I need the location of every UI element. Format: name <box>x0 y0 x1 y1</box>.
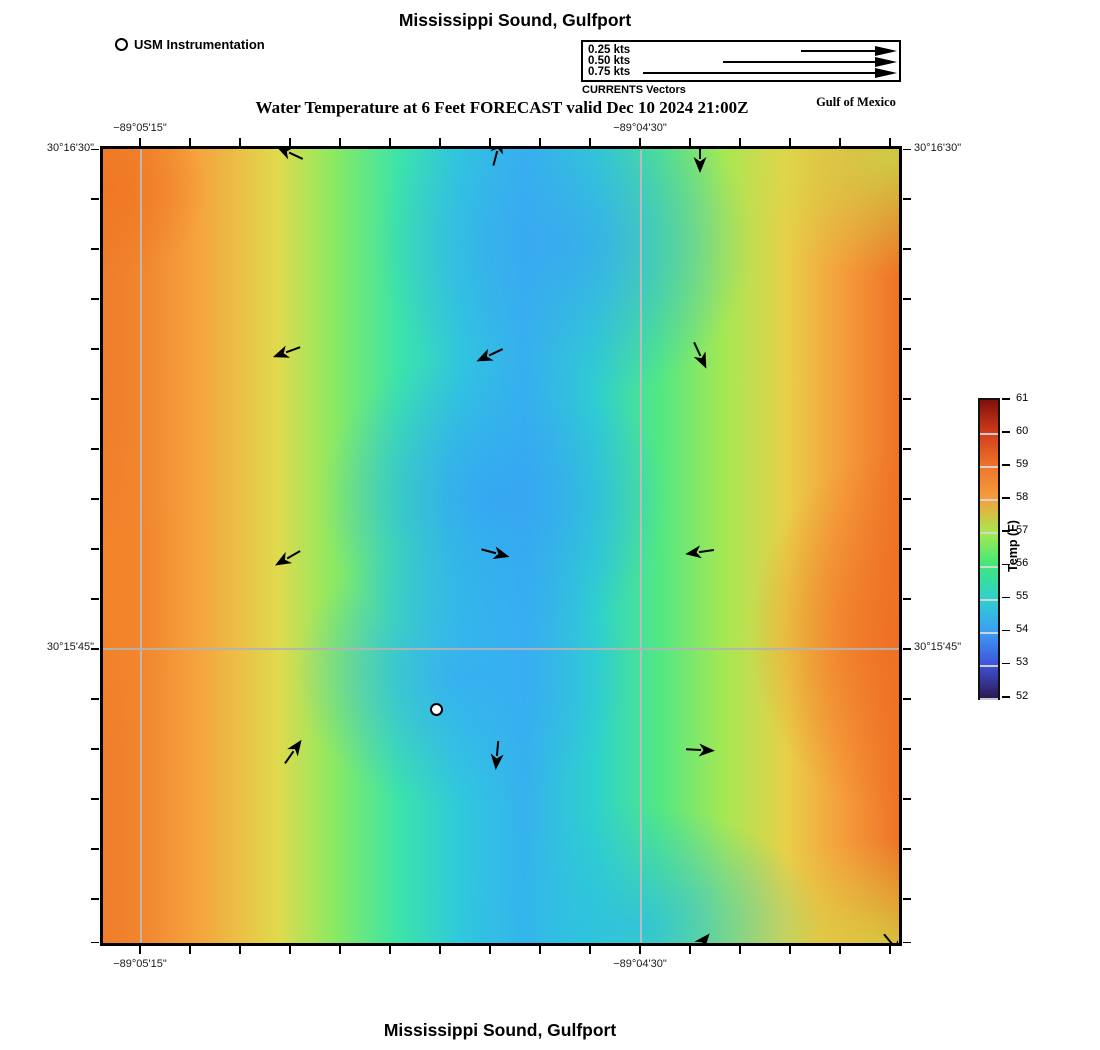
current-vector-arrow-icon <box>694 933 710 943</box>
colorbar-tickmark <box>1002 497 1010 499</box>
y-axis-ticks-left <box>91 149 99 943</box>
colorbar-gridline <box>980 466 998 469</box>
colorbar-tick-label: 55 <box>1016 590 1029 603</box>
page-title: Mississippi Sound, Gulfport <box>398 10 632 30</box>
speed-arrowhead-icon <box>875 67 897 78</box>
current-vector-arrow-icon <box>883 933 899 943</box>
colorbar-tickmark <box>1002 596 1010 599</box>
speed-arrowhead-icon <box>875 56 897 67</box>
colorbar-gridline <box>980 664 998 667</box>
colorbar-gridline <box>980 598 998 601</box>
current-vector-arrow-icon <box>490 740 504 770</box>
footer-title: Mississippi Sound, Gulfport <box>383 1020 617 1040</box>
colorbar-tick-label: 53 <box>1016 656 1029 669</box>
gridline-lat-mid <box>103 648 899 650</box>
colorbar <box>978 398 1000 700</box>
current-vector-arrow-icon <box>685 545 715 559</box>
colorbar-tick-label: 57 <box>1016 523 1029 536</box>
x-axis-ticks-bottom <box>103 946 899 954</box>
instrumentation-legend-label: USM Instrumentation <box>134 37 265 52</box>
current-vector-arrow-icon <box>272 345 301 358</box>
speed-label-050: 0.50 kts <box>588 55 631 67</box>
usm-station-marker <box>430 703 443 716</box>
vectors-caption: CURRENTS Vectors <box>582 84 686 96</box>
colorbar-tickmark <box>1002 563 1010 566</box>
current-vector-arrow-icon <box>693 149 707 173</box>
forecast-subtitle: Water Temperature at 6 Feet FORECAST val… <box>255 98 749 117</box>
y-axis-ticks-right <box>903 149 911 943</box>
current-vector-arrow-icon <box>476 348 504 362</box>
colorbar-gridline <box>980 698 998 700</box>
speed-label-025: 0.25 kts <box>588 44 631 56</box>
colorbar-tickmark <box>1002 662 1010 665</box>
colorbar-tick-label: 58 <box>1016 490 1029 503</box>
speed-arrow-shaft-075 <box>643 72 875 74</box>
colorbar-gridline <box>980 532 998 535</box>
x-tick-label-bottom-east: −89°04'30" <box>613 958 667 970</box>
colorbar-gridline <box>980 499 998 502</box>
temperature-heatmap <box>100 146 902 946</box>
y-tick-label-left-mid: 30°15'45" <box>46 641 94 653</box>
x-axis-ticks-top <box>103 138 899 146</box>
colorbar-tickmark <box>1002 696 1010 698</box>
speed-label-075: 0.75 kts <box>588 66 631 78</box>
colorbar-tick-label: 56 <box>1016 557 1029 570</box>
gridline-lon-west <box>140 149 142 943</box>
colorbar-tickmark <box>1002 464 1010 466</box>
region-label: Gulf of Mexico <box>816 95 896 109</box>
current-vector-arrow-icon <box>685 743 715 757</box>
current-vector-arrow-icon <box>275 550 301 566</box>
colorbar-tick-label: 61 <box>1016 391 1029 404</box>
colorbar-tick-label: 54 <box>1016 623 1029 636</box>
gridline-lon-east <box>640 149 642 943</box>
colorbar-gridline <box>980 631 998 634</box>
y-tick-label-left-north: 30°16'30" <box>46 142 94 154</box>
x-tick-label-top-east: −89°04'30" <box>613 122 667 134</box>
colorbar-tick-label: 60 <box>1016 424 1029 437</box>
current-vector-arrow-icon <box>481 546 510 560</box>
speed-arrow-shaft-025 <box>801 50 875 52</box>
current-vector-arrow-icon <box>693 341 707 369</box>
colorbar-gridline <box>980 433 998 436</box>
colorbar-tickmark <box>1002 629 1010 632</box>
colorbar-tick-label: 52 <box>1016 689 1029 702</box>
y-tick-label-right-mid: 30°15'45" <box>914 641 962 653</box>
colorbar-gridline <box>980 565 998 568</box>
colorbar-tickmark <box>1002 530 1010 532</box>
current-vector-arrow-icon <box>284 739 302 765</box>
colorbar-tick-label: 59 <box>1016 457 1029 470</box>
speed-arrowhead-icon <box>875 45 897 56</box>
current-vector-arrow-icon <box>490 149 504 166</box>
x-tick-label-bottom-west: −89°05'15" <box>113 958 167 970</box>
colorbar-tickmark <box>1002 398 1010 400</box>
y-tick-label-right-north: 30°16'30" <box>914 142 962 154</box>
x-tick-label-top-west: −89°05'15" <box>113 122 167 134</box>
colorbar-tickmark <box>1002 431 1010 433</box>
instrumentation-legend-marker-icon <box>115 38 128 51</box>
current-speed-legend: 0.25 kts 0.50 kts 0.75 kts <box>581 40 901 82</box>
current-vector-arrow-icon <box>276 149 304 160</box>
speed-arrow-shaft-050 <box>723 61 875 63</box>
